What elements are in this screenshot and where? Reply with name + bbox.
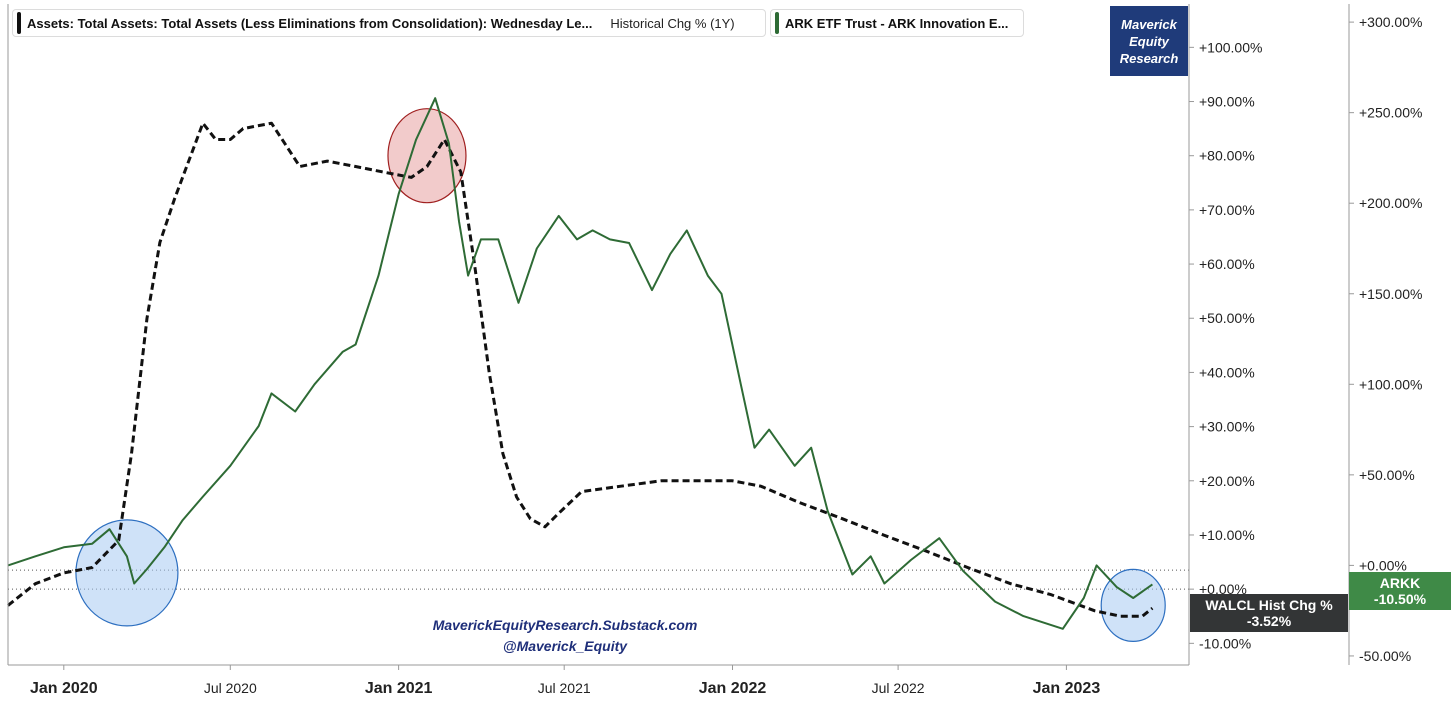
legend-swatch-arkk xyxy=(775,12,779,34)
walcl-tag-label: WALCL Hist Chg % xyxy=(1205,597,1333,613)
left-axis-tick-label-3: +70.00% xyxy=(1199,202,1255,218)
walcl-tag-value: -3.52% xyxy=(1246,613,1292,629)
right-axis-tick-label-7: -50.00% xyxy=(1359,648,1411,664)
left-axis-tick-label-6: +40.00% xyxy=(1199,364,1255,380)
legend-label-arkk: ARK ETF Trust - ARK Innovation E... xyxy=(785,15,1009,31)
left-axis-tick-label-2: +80.00% xyxy=(1199,148,1255,164)
right-axis-tick-label-3: +150.00% xyxy=(1359,286,1422,302)
left-axis-tick-label-1: +90.00% xyxy=(1199,94,1255,110)
arkk-line xyxy=(7,97,1153,630)
logo-line-1: Maverick xyxy=(1121,16,1177,32)
legend-arkk[interactable]: ARK ETF Trust - ARK Innovation E... xyxy=(770,9,1024,37)
x-axis-tick-label-4: Jan 2022 xyxy=(699,680,767,697)
right-axis-tick-label-1: +250.00% xyxy=(1359,105,1422,121)
right-axis-tick-label-4: +100.00% xyxy=(1359,376,1422,392)
legend-walcl[interactable]: Assets: Total Assets: Total Assets (Less… xyxy=(12,9,766,37)
arkk-tag-value: -10.50% xyxy=(1373,591,1427,607)
arkk-tag-label: ARKK xyxy=(1379,575,1421,591)
right-axis-tick-label-5: +50.00% xyxy=(1359,467,1415,483)
left-axis-tick-label-9: +10.00% xyxy=(1199,527,1255,543)
logo-line-2: Equity xyxy=(1129,33,1169,49)
walcl-line xyxy=(7,121,1154,618)
left-axis-tick-label-10: +0.00% xyxy=(1199,581,1247,597)
x-axis-tick-label-1: Jul 2020 xyxy=(204,680,257,696)
arkk-value-tag: ARKK -10.50% xyxy=(1349,572,1451,610)
legend-label-walcl: Assets: Total Assets: Total Assets (Less… xyxy=(27,15,593,31)
logo-line-3: Research xyxy=(1119,50,1179,66)
right-axis-tick-label-2: +200.00% xyxy=(1359,195,1422,211)
legend-sub-walcl: Historical Chg % (1Y) xyxy=(610,15,735,31)
right-axis-tick-label-0: +300.00% xyxy=(1359,14,1422,30)
watermark-handle: @Maverick_Equity xyxy=(502,638,628,654)
left-axis-tick-label-11: -10.00% xyxy=(1199,635,1251,651)
left-axis-tick-label-5: +50.00% xyxy=(1199,310,1255,326)
maverick-logo: Maverick Equity Research xyxy=(1110,6,1188,76)
left-axis-tick-label-7: +30.00% xyxy=(1199,419,1255,435)
x-axis-tick-label-2: Jan 2021 xyxy=(365,680,433,697)
x-axis-tick-label-5: Jul 2022 xyxy=(872,680,925,696)
watermark-site: MaverickEquityResearch.Substack.com xyxy=(432,617,698,633)
walcl-value-tag: WALCL Hist Chg % -3.52% xyxy=(1190,594,1348,632)
highlight-circle-blue-1 xyxy=(75,519,179,627)
left-axis-tick-label-4: +60.00% xyxy=(1199,256,1255,272)
x-axis-tick-label-6: Jan 2023 xyxy=(1033,680,1101,697)
left-axis-tick-label-0: +100.00% xyxy=(1199,39,1262,55)
x-axis-tick-label-3: Jul 2021 xyxy=(538,680,591,696)
left-axis-tick-label-8: +20.00% xyxy=(1199,473,1255,489)
legend-swatch-walcl xyxy=(17,12,21,34)
right-axis-tick-label-6: +0.00% xyxy=(1359,557,1407,573)
x-axis-tick-label-0: Jan 2020 xyxy=(30,680,98,697)
